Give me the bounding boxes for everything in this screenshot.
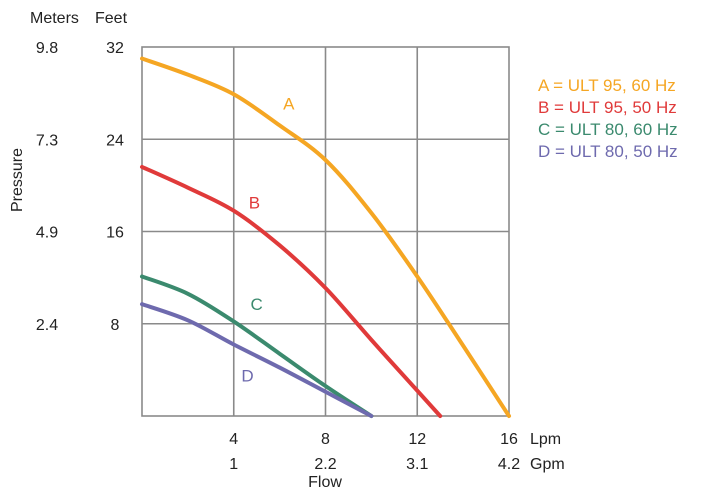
legend-entry-b: B = ULT 95, 50 Hz	[538, 98, 677, 117]
series-line-b	[140, 164, 443, 418]
x-tick-label-gpm: 2.2	[314, 456, 336, 473]
y-tick-label-feet: 8	[111, 317, 120, 334]
x-axis-label: Flow	[308, 474, 342, 491]
y-tick-label-feet: 24	[106, 132, 124, 149]
x-unit-primary: Lpm	[530, 431, 561, 448]
legend-entry-c: C = ULT 80, 60 Hz	[538, 120, 678, 139]
curves	[140, 56, 511, 418]
y-axis-label: Pressure	[9, 148, 26, 212]
y-tick-label-meters: 9.8	[36, 40, 58, 57]
y-unit-feet: Feet	[95, 10, 128, 27]
curve-label-c: C	[251, 295, 263, 314]
x-tick-label-lpm: 4	[229, 431, 238, 448]
legend: A = ULT 95, 60 Hz B = ULT 95, 50 Hz C = UL…	[538, 76, 678, 161]
grid: 4 1 8 2.2 12 3.1 16 4.2 8 2.4 16 4.9 24 7.3 32 9.8	[36, 40, 520, 473]
x-unit-secondary: Gpm	[530, 456, 565, 473]
legend-entry-a: A = ULT 95, 60 Hz	[538, 76, 676, 95]
x-tick-label-gpm: 3.1	[406, 456, 428, 473]
series-line-c	[140, 274, 374, 418]
y-unit-meters: Meters	[30, 10, 79, 27]
x-tick-label-lpm: 12	[408, 431, 426, 448]
y-tick-label-meters: 2.4	[36, 317, 58, 334]
y-tick-label-feet: 16	[106, 225, 124, 242]
labels: A B C D	[241, 94, 295, 385]
x-tick-label-lpm: 16	[500, 431, 518, 448]
series-line-a	[140, 56, 511, 418]
y-tick-label-meters: 7.3	[36, 132, 58, 149]
y-tick-label-feet: 32	[106, 40, 124, 57]
y-tick-label-meters: 4.9	[36, 225, 58, 242]
curve-label-d: D	[241, 366, 253, 385]
x-tick-label-gpm: 1	[229, 456, 238, 473]
curve-label-a: A	[283, 94, 295, 113]
legend-entry-d: D = ULT 80, 50 Hz	[538, 142, 678, 161]
curve-label-b: B	[249, 193, 260, 212]
x-tick-label-gpm: 4.2	[498, 456, 520, 473]
x-tick-label-lpm: 8	[321, 431, 330, 448]
series-line-d	[140, 302, 374, 418]
